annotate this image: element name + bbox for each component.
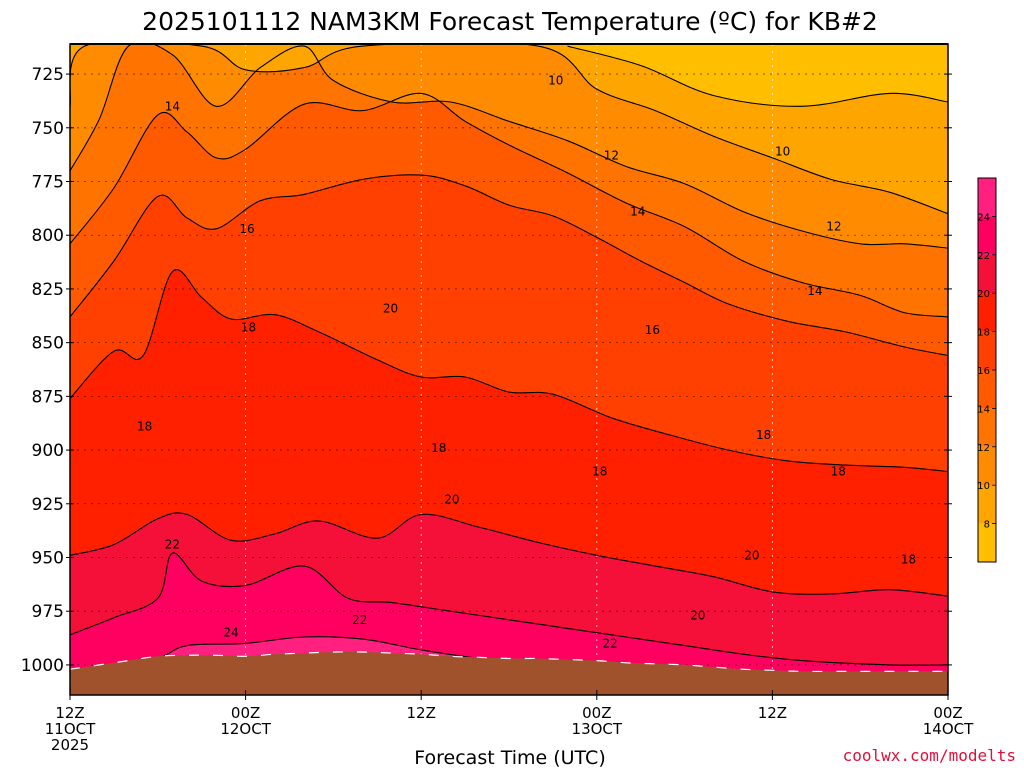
- contour-label: 18: [901, 553, 916, 567]
- contour-label: 18: [431, 441, 446, 455]
- x-tick-label: 12Z: [758, 704, 787, 722]
- contour-label: 18: [137, 419, 152, 433]
- y-tick-label: 900: [32, 441, 64, 461]
- contour-line-14: [70, 92, 948, 318]
- plot-area: 10 10 12 12 14 14 14 16 16 18 18 18 18 18 18 18 20 20 20 20…: [70, 44, 948, 695]
- x-tick-label: 12Z: [55, 704, 84, 722]
- credit-text: coolwx.com/modelts: [843, 746, 1016, 765]
- terrain-fill: [70, 651, 948, 695]
- colorbar-tick-label: 16: [977, 366, 990, 377]
- x-axis-label: Forecast Time (UTC): [414, 747, 605, 768]
- y-tick-label: 1000: [21, 656, 64, 676]
- contour-label: 14: [630, 205, 645, 219]
- contour-line-18: [70, 269, 948, 473]
- colorbar-swatch: [978, 485, 996, 524]
- contour-label: 18: [831, 465, 846, 479]
- contour-line-20: [70, 512, 948, 597]
- colorbar-tick-label: 14: [977, 404, 990, 415]
- colorbar-tick-label: 20: [977, 289, 990, 300]
- contour-line-22: [70, 552, 948, 666]
- y-tick-label: 925: [32, 495, 64, 515]
- contour-line-16: [70, 174, 948, 357]
- contour-label: 18: [241, 321, 256, 335]
- contour-label: 22: [165, 538, 180, 552]
- contour-label: 24: [223, 626, 238, 640]
- x-tick-label: 13OCT: [572, 720, 623, 738]
- contour-label: 18: [756, 428, 771, 442]
- contour-label: 20: [383, 301, 398, 315]
- y-tick-label: 800: [32, 226, 64, 246]
- contour-label: 18: [592, 465, 607, 479]
- colorbar-swatch: [978, 293, 996, 332]
- y-axis: 725 750 775 800 825 850 875 900 925 950 975 1000: [21, 65, 952, 676]
- contour-line-12: [70, 44, 948, 249]
- contour-label: 12: [826, 220, 841, 234]
- y-tick-label: 750: [32, 119, 64, 139]
- x-tick-label: 00Z: [933, 704, 962, 722]
- colorbar-swatch: [978, 254, 996, 294]
- colorbar-tick-label: 18: [977, 328, 990, 339]
- y-tick-label: 775: [32, 173, 64, 193]
- contour-label: 14: [165, 99, 180, 113]
- contour-label: 10: [548, 74, 563, 88]
- colorbar-swatch: [978, 331, 996, 370]
- x-tick-label: 14OCT: [923, 720, 974, 738]
- contour-label: 22: [602, 636, 617, 650]
- contour-label: 10: [775, 144, 790, 158]
- chart-title: 2025101112 NAM3KM Forecast Temperature (…: [142, 7, 878, 36]
- contour-line-8: [567, 45, 948, 107]
- contour-label: 20: [444, 492, 459, 506]
- contour-line-10: [70, 44, 948, 215]
- colorbar: 8 10 12 14 16 18 20 22 24: [977, 177, 997, 563]
- contour-label: 22: [352, 613, 367, 627]
- colorbar-tick-label: 24: [977, 212, 990, 223]
- contour-label: 20: [744, 548, 759, 562]
- colorbar-tick-label: 22: [977, 251, 990, 262]
- contour-label: 14: [807, 284, 822, 298]
- colorbar-swatch: [978, 178, 996, 217]
- colorbar-swatch: [978, 446, 996, 486]
- x-tick-label: 00Z: [582, 704, 611, 722]
- x-tick-label: 2025: [51, 736, 89, 754]
- contour-labels: 10 10 12 12 14 14 14 16 16 18 18 18 18 18 18 18 20 20 20 20…: [137, 74, 916, 685]
- contour-lines: [70, 44, 948, 685]
- x-tick-label: 12Z: [407, 704, 436, 722]
- colorbar-swatch: [978, 370, 996, 409]
- fill-band-below-8: [567, 44, 948, 107]
- y-tick-label: 850: [32, 334, 64, 354]
- colorbar-swatch: [978, 523, 996, 562]
- temperature-fill-bands: [70, 44, 948, 695]
- x-tick-label: 12OCT: [220, 720, 271, 738]
- y-tick-label: 875: [32, 387, 64, 407]
- contour-label: 16: [645, 323, 660, 337]
- x-tick-label: 11OCT: [45, 720, 96, 738]
- colorbar-tick-label: 8: [984, 520, 990, 531]
- y-tick-label: 950: [32, 548, 64, 568]
- colorbar-tick-label: 12: [977, 443, 990, 454]
- colorbar-swatch: [978, 216, 996, 255]
- contour-label: 16: [239, 222, 254, 236]
- contour-label: 20: [690, 609, 705, 623]
- x-tick-label: 00Z: [231, 704, 260, 722]
- contour-label: 12: [604, 149, 619, 163]
- colorbar-tick-label: 10: [977, 481, 990, 492]
- y-tick-label: 825: [32, 280, 64, 300]
- y-tick-label: 975: [32, 602, 64, 622]
- y-tick-label: 725: [32, 65, 64, 85]
- colorbar-swatch: [978, 408, 996, 447]
